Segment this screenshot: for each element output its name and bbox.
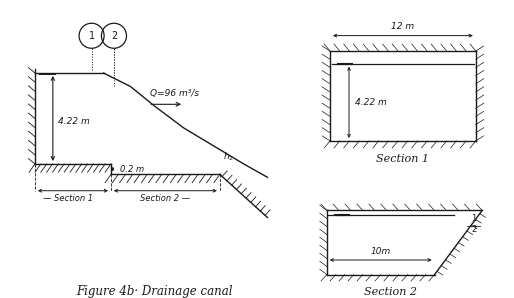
- Text: 2: 2: [111, 31, 117, 41]
- Text: Section 1: Section 1: [376, 154, 429, 164]
- Text: 10m: 10m: [371, 246, 391, 256]
- Text: Q=96 m³/s: Q=96 m³/s: [150, 89, 199, 98]
- Text: 4.22 m: 4.22 m: [355, 98, 387, 107]
- Text: $h_2$: $h_2$: [223, 150, 234, 163]
- Text: 1: 1: [471, 214, 477, 223]
- Text: 12 m: 12 m: [391, 22, 414, 31]
- Text: Figure 4b· Drainage canal: Figure 4b· Drainage canal: [76, 285, 232, 298]
- Text: Section 2: Section 2: [364, 287, 417, 297]
- Text: — Section 1: — Section 1: [43, 194, 94, 203]
- Text: 2: 2: [471, 225, 477, 234]
- Text: 4.22 m: 4.22 m: [58, 117, 90, 126]
- Text: Section 2 —: Section 2 —: [140, 194, 191, 203]
- Text: 0.2 m: 0.2 m: [120, 164, 144, 174]
- Text: 1: 1: [88, 31, 95, 41]
